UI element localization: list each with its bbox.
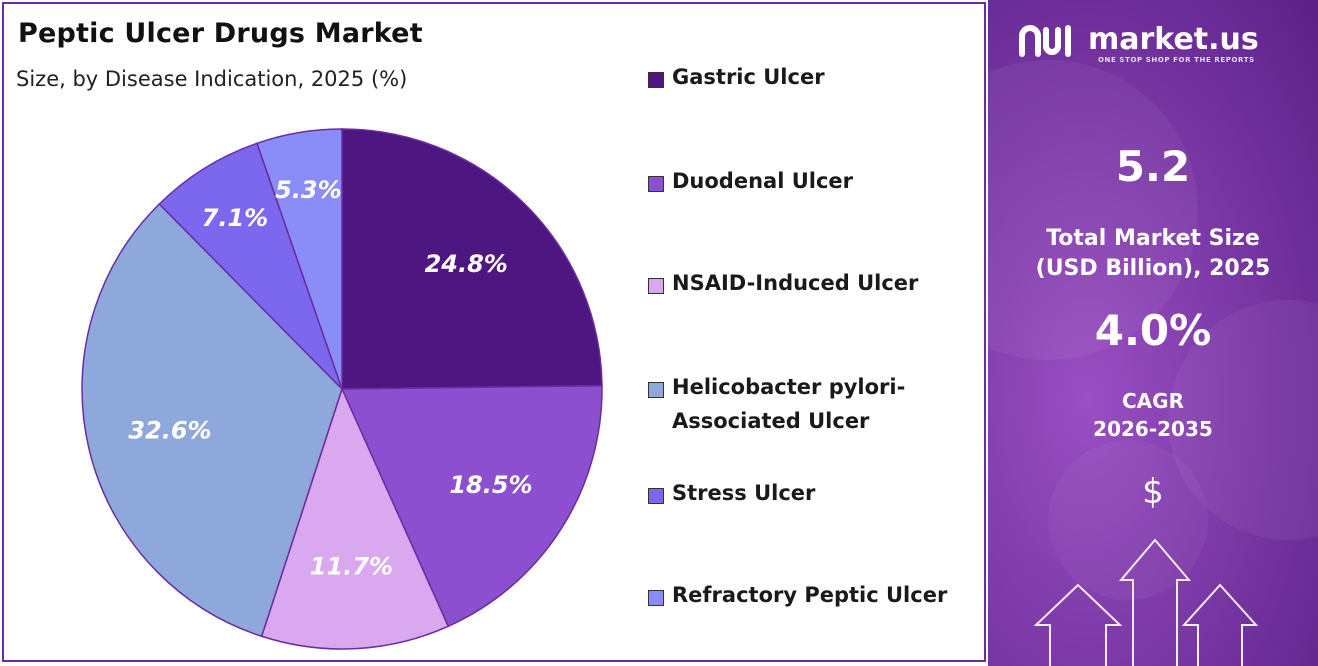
legend-item: Gastric Ulcer [648, 65, 825, 94]
pie-chart: 24.8% 18.5% 11.7% 32.6% 7.1%5.3% [81, 128, 603, 650]
legend-swatch [648, 382, 664, 398]
cagr-value: 4.0% [1094, 306, 1212, 355]
summary-panel: market.us ONE STOP SHOP FOR THE REPORTS … [988, 0, 1318, 666]
pie-slice-5 [256, 128, 343, 390]
slice-label-5: 5.3% [275, 176, 342, 204]
legend-label: Gastric Ulcer [672, 60, 825, 94]
slice-label-2: 11.7% [310, 553, 393, 581]
legend-label: Duodenal Ulcer [672, 164, 853, 198]
legend-item: NSAID-Induced Ulcer [648, 271, 918, 300]
arrow-up-icon [1118, 538, 1192, 666]
legend-label: NSAID-Induced Ulcer [672, 266, 918, 300]
chart-title: Peptic Ulcer Drugs Market [18, 18, 423, 49]
legend-swatch [648, 72, 664, 88]
slice-label-0: 24.8% [425, 250, 508, 278]
market-size-label-2: (USD Billion), 2025 [1035, 256, 1271, 281]
pie-slice-3 [81, 202, 343, 638]
legend-label: Refractory Peptic Ulcer [672, 578, 947, 612]
brand-tagline: ONE STOP SHOP FOR THE REPORTS [1098, 56, 1255, 64]
legend-item: Stress Ulcer [648, 481, 815, 510]
brand-logo: market.us [1018, 22, 1259, 58]
growth-arrows [1033, 538, 1259, 666]
chart-panel: Peptic Ulcer Drugs Market Size, by Disea… [2, 2, 986, 662]
legend-item: Refractory Peptic Ulcer [648, 583, 947, 612]
legend-label-line: Stress Ulcer [672, 481, 816, 505]
legend-swatch [648, 176, 664, 192]
legend-label-line: Duodenal Ulcer [672, 169, 854, 193]
pie-slice-4 [158, 142, 343, 390]
legend-label: Stress Ulcer [672, 476, 815, 510]
arrow-up-icon [1181, 583, 1259, 666]
legend-item: Duodenal Ulcer [648, 169, 853, 198]
market-size-label-1: Total Market Size [1046, 226, 1260, 251]
pie-slice-1 [340, 384, 603, 628]
market-size-value: 5.2 [1115, 142, 1191, 191]
arrow-up-icon [1033, 583, 1123, 666]
legend-swatch [648, 590, 664, 606]
pie-slice-2 [260, 386, 450, 650]
market-us-logo-icon [1019, 25, 1071, 57]
cagr-label-1: CAGR [1122, 389, 1184, 413]
legend-label: Helicobacter pylori- Associated Ulcer [672, 370, 905, 438]
slice-label-3: 32.6% [128, 417, 211, 445]
dollar-symbol: $ [1142, 472, 1164, 512]
chart-subtitle: Size, by Disease Indication, 2025 (%) [16, 67, 408, 91]
brand-name: market.us [1088, 22, 1259, 57]
pie-slice-0 [341, 128, 603, 390]
legend-label-line: Gastric Ulcer [672, 65, 825, 89]
background-decoration [988, 60, 1318, 600]
legend-label-line: Refractory Peptic Ulcer [672, 583, 948, 607]
legend-label-line: Helicobacter pylori- [672, 375, 906, 399]
cagr-label-2: 2026-2035 [1093, 417, 1213, 441]
slice-label-4: 7.1% [202, 204, 269, 232]
legend-label-line: Associated Ulcer [672, 409, 870, 433]
slice-label-1: 18.5% [449, 471, 532, 499]
legend-swatch [648, 278, 664, 294]
legend-swatch [648, 488, 664, 504]
legend-label-line: NSAID-Induced Ulcer [672, 271, 919, 295]
legend-item: Helicobacter pylori- Associated Ulcer [648, 375, 905, 438]
